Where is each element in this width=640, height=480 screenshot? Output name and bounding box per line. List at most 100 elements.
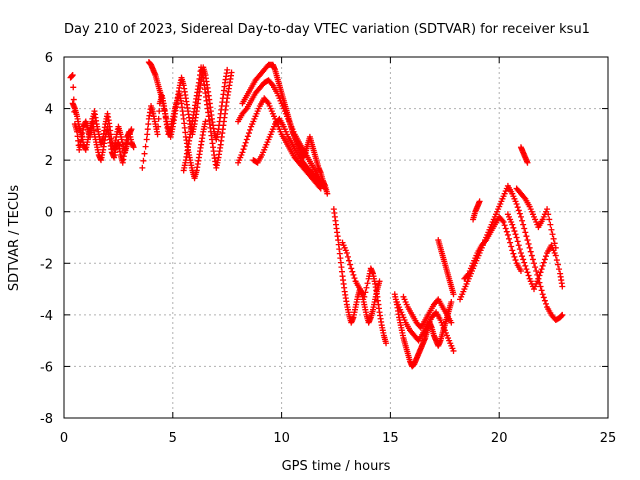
data-point — [516, 246, 523, 253]
data-point — [364, 280, 371, 287]
data-point — [319, 182, 326, 189]
data-point — [526, 244, 533, 251]
data-point — [531, 260, 538, 267]
y-tick-label: 4 — [45, 103, 53, 118]
series-track-r — [470, 198, 483, 223]
axis-ticks — [63, 56, 609, 419]
data-point — [509, 247, 516, 254]
data-point — [501, 222, 508, 229]
data-point — [545, 211, 552, 218]
data-point — [514, 238, 521, 245]
data-point — [538, 266, 545, 273]
data-point — [141, 150, 148, 157]
data-point — [347, 261, 354, 268]
series-track-t — [517, 144, 531, 166]
data-point — [550, 235, 557, 242]
data-point — [517, 213, 524, 220]
x-tick-label: 20 — [491, 431, 508, 446]
series-track-e — [180, 64, 235, 174]
data-point — [510, 250, 517, 257]
data-point — [537, 283, 544, 290]
data-point — [515, 242, 522, 249]
data-point — [202, 118, 209, 125]
data-point — [155, 115, 162, 122]
data-point — [500, 219, 507, 226]
data-point — [511, 253, 518, 260]
data-point — [516, 210, 523, 217]
data-point — [541, 256, 548, 263]
data-point — [268, 81, 275, 88]
x-tick-labels: 0 5 10 15 20 25 — [60, 431, 616, 446]
data-point — [144, 126, 151, 133]
data-point — [350, 271, 357, 278]
data-points — [67, 59, 566, 370]
data-point — [552, 244, 559, 251]
data-point — [242, 139, 249, 146]
data-point — [450, 347, 457, 354]
plot-frame — [63, 56, 609, 419]
data-point — [538, 287, 545, 294]
data-point — [521, 194, 528, 201]
data-point — [244, 133, 251, 140]
data-point — [509, 221, 516, 228]
x-tick-label: 25 — [600, 431, 617, 446]
data-point — [540, 294, 547, 301]
data-point — [535, 275, 542, 282]
data-point — [523, 266, 530, 273]
data-point — [503, 228, 510, 235]
data-point — [348, 265, 355, 272]
data-point — [155, 123, 162, 130]
data-point — [511, 228, 518, 235]
data-point — [239, 149, 246, 156]
y-tick-label: -2 — [40, 257, 53, 272]
data-point — [553, 257, 560, 264]
data-point — [464, 271, 471, 278]
data-point — [224, 66, 231, 73]
data-point — [539, 291, 546, 298]
data-point — [507, 239, 514, 246]
data-point — [448, 319, 455, 326]
data-point — [529, 256, 536, 263]
data-point — [548, 226, 555, 233]
data-point — [521, 225, 528, 232]
series-track-i — [250, 115, 326, 189]
data-point — [519, 217, 526, 224]
data-point — [514, 204, 521, 211]
data-point — [240, 146, 247, 153]
x-tick-label: 0 — [60, 431, 68, 446]
data-point — [502, 225, 509, 232]
y-tick-label: -8 — [40, 412, 53, 427]
data-point — [542, 253, 549, 260]
data-point — [228, 69, 235, 76]
data-point — [346, 257, 353, 264]
data-point — [510, 224, 517, 231]
data-point — [142, 143, 149, 150]
series-track-s — [504, 211, 566, 293]
data-point — [130, 144, 137, 151]
data-point — [512, 257, 519, 264]
data-point — [552, 252, 559, 259]
data-point — [551, 240, 558, 247]
data-point — [556, 266, 563, 273]
data-point — [318, 181, 325, 188]
data-point — [383, 340, 390, 347]
data-point — [524, 269, 531, 276]
data-point — [508, 243, 515, 250]
data-point — [547, 221, 554, 228]
data-point — [245, 130, 252, 137]
data-point — [139, 164, 146, 171]
data-point — [525, 272, 532, 279]
data-point — [515, 207, 522, 214]
data-point — [70, 96, 77, 103]
data-point — [476, 198, 483, 205]
data-point — [343, 249, 350, 256]
data-point — [242, 106, 249, 113]
data-point — [324, 190, 331, 197]
data-point — [140, 157, 147, 164]
data-point — [522, 262, 529, 269]
y-axis-label: SDTVAR / TECUs — [7, 185, 22, 292]
y-tick-label: 0 — [45, 206, 53, 221]
series-track-g — [235, 77, 329, 192]
data-point — [522, 229, 529, 236]
